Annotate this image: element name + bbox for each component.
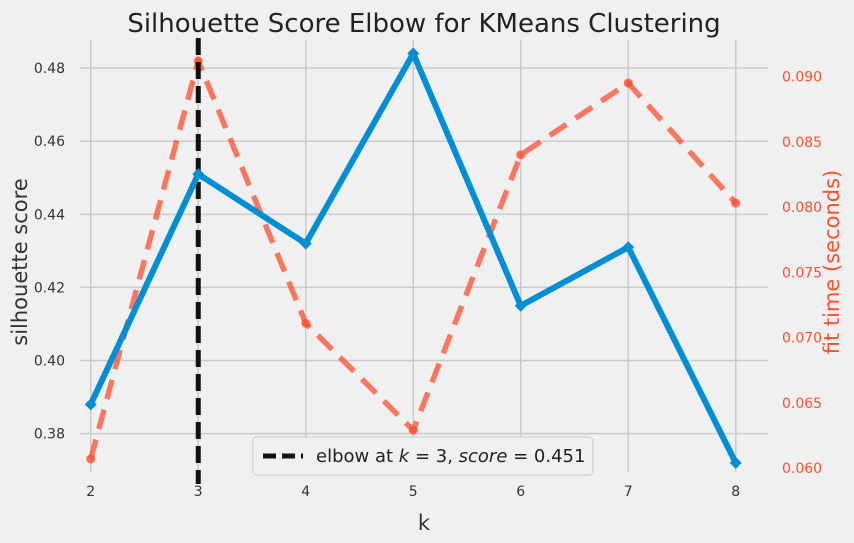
y2-tick-label: 0.070	[782, 331, 822, 347]
y2-tick-label: 0.065	[782, 396, 822, 412]
y-tick-label: 0.44	[34, 207, 65, 223]
y-tick-label: 0.48	[34, 61, 65, 77]
right-y-ticks: 0.060 0.065 0.070 0.075 0.080 0.085 0.090	[782, 70, 822, 478]
y-tick-label: 0.40	[34, 354, 65, 370]
legend: elbow at k = 3, score = 0.451	[252, 436, 594, 476]
fit-time-series	[86, 56, 741, 464]
fit-time-point	[731, 198, 741, 208]
x-tick-label: 2	[86, 484, 95, 500]
chart-title: Silhouette Score Elbow for KMeans Cluste…	[127, 9, 720, 39]
x-tick-label: 5	[409, 484, 418, 500]
fit-time-point	[301, 318, 311, 328]
x-axis-label: k	[418, 511, 431, 535]
silhouette-score-point	[514, 299, 527, 312]
y2-tick-label: 0.060	[782, 461, 822, 477]
y-axis-label: silhouette score	[8, 178, 32, 346]
silhouette-score-point	[622, 241, 635, 254]
x-ticks: 2 3 4 5 6 7 8	[86, 484, 740, 500]
fit-time-point	[623, 78, 633, 88]
y2-tick-label: 0.075	[782, 265, 822, 281]
legend-box	[252, 436, 594, 476]
silhouette-score-point	[299, 237, 312, 250]
fit-time-point	[516, 150, 526, 160]
silhouette-score-point	[192, 168, 205, 181]
legend-elbow-label: elbow at k = 3, score = 0.451	[316, 446, 585, 467]
x-tick-label: 6	[516, 484, 525, 500]
silhouette-score-point	[84, 398, 97, 411]
y-tick-label: 0.42	[34, 280, 65, 296]
y2-tick-label: 0.090	[782, 70, 822, 86]
x-tick-label: 4	[301, 484, 310, 500]
y2-axis-label: fit time (seconds)	[820, 170, 844, 354]
silhouette-score-series	[84, 47, 742, 469]
grid-lines	[80, 40, 768, 472]
left-y-ticks: 0.38 0.40 0.42 0.44 0.46 0.48	[34, 61, 65, 442]
silhouette-score-point	[729, 456, 742, 469]
x-tick-label: 3	[194, 484, 203, 500]
x-tick-label: 8	[731, 484, 740, 500]
y2-tick-label: 0.080	[782, 200, 822, 216]
fit-time-point	[408, 425, 418, 435]
y-tick-label: 0.38	[34, 427, 65, 443]
x-tick-label: 7	[624, 484, 633, 500]
y-tick-label: 0.46	[34, 134, 65, 150]
fit-time-point	[86, 454, 96, 464]
silhouette-score-point	[407, 47, 420, 60]
y2-tick-label: 0.085	[782, 135, 822, 151]
